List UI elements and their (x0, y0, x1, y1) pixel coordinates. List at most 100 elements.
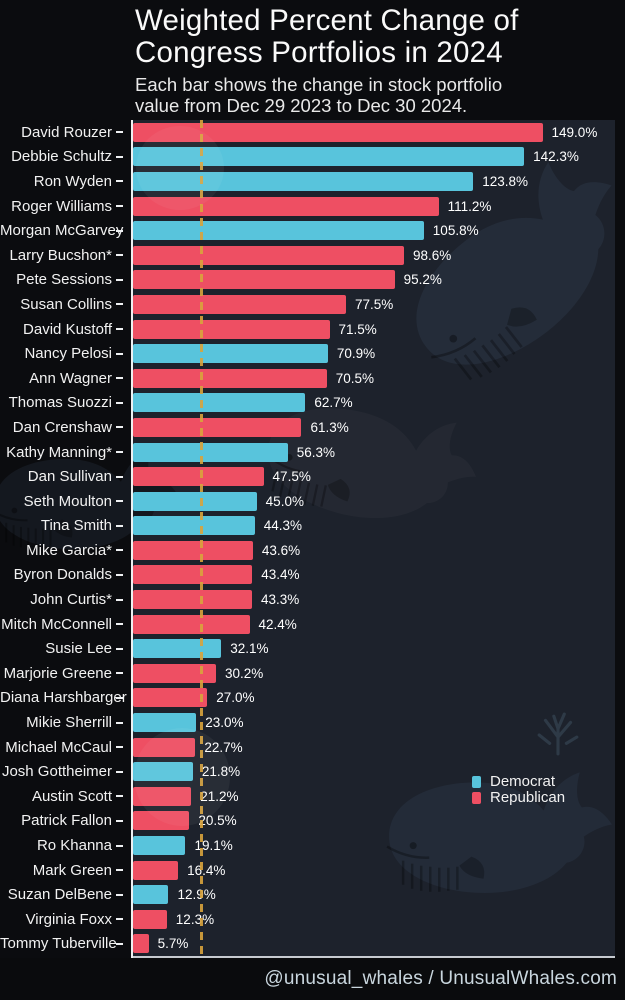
member-name-label: Josh Gottheimer (1, 763, 112, 781)
bar (133, 442, 288, 462)
bar-value-label: 70.5% (335, 370, 375, 386)
axis-tick (116, 475, 123, 478)
bar-row: Michael McCaul 22.7% (0, 735, 625, 760)
bar-value-label: 149.0% (551, 124, 598, 140)
bar-value-label: 19.1% (194, 838, 233, 854)
bar (133, 122, 543, 142)
bar-track: 71.5% (133, 317, 625, 342)
axis-tick (116, 795, 123, 798)
bar-track: 44.3% (133, 514, 625, 539)
member-name-label: Susan Collins (20, 295, 112, 313)
axis-tick (116, 918, 123, 921)
bar-track: 21.8% (133, 759, 625, 784)
member-name-label: Seth Moulton (23, 492, 112, 510)
bar-track: 5.7% (133, 932, 625, 957)
member-name-label: Roger Williams (11, 197, 112, 215)
bar-row: Larry Bucshon* 98.6% (0, 243, 625, 268)
bar (133, 737, 196, 757)
bar (133, 836, 186, 856)
member-name-label: Nancy Pelosi (24, 345, 112, 363)
bar-track: 47.5% (133, 464, 625, 489)
axis-tick (116, 942, 123, 945)
bar-track: 27.0% (133, 686, 625, 711)
axis-tick (116, 352, 123, 355)
bar-value-label: 71.5% (338, 321, 377, 337)
axis-tick (116, 770, 123, 773)
bar-value-label: 44.3% (263, 518, 303, 534)
page-title: Weighted Percent Change of Congress Port… (135, 5, 615, 69)
bar-track: 30.2% (133, 661, 625, 686)
bar-row: Tina Smith 44.3% (0, 514, 625, 539)
bar-value-label: 30.2% (225, 665, 264, 681)
axis-tick (116, 131, 123, 134)
axis-tick (116, 573, 123, 576)
bar (133, 860, 179, 880)
bar-row: Virginia Foxx 12.3% (0, 907, 625, 932)
bar (133, 491, 257, 511)
member-name-label: Virginia Foxx (25, 910, 112, 928)
legend-label: Democrat (490, 773, 556, 790)
bar-track: 70.9% (133, 341, 625, 366)
bar-track: 42.4% (133, 612, 625, 637)
bar-row: Seth Moulton 45.0% (0, 489, 625, 514)
bar-value-label: 21.2% (200, 788, 239, 804)
bar-row: John Curtis* 43.3% (0, 587, 625, 612)
bar-track: 12.3% (133, 907, 625, 932)
bar (133, 934, 149, 954)
bar (133, 221, 424, 241)
axis-tick (116, 672, 123, 675)
member-name-label: Tommy Tuberville (0, 935, 117, 953)
bar-value-label: 43.6% (261, 542, 301, 558)
bar-row: Pete Sessions 95.2% (0, 268, 625, 293)
page-title-line2: Congress Portfolios in 2024 (135, 35, 503, 69)
bar-track: 56.3% (133, 440, 625, 465)
bar-track: 98.6% (133, 243, 625, 268)
bar-value-label: 98.6% (413, 247, 452, 263)
bar-track: 43.4% (133, 563, 625, 588)
bar (133, 811, 190, 831)
member-name-label: Patrick Fallon (21, 812, 112, 830)
bar (133, 147, 525, 167)
legend-item-democrat: Democrat (472, 774, 565, 789)
axis-tick (116, 155, 123, 158)
bar-row: Susan Collins 77.5% (0, 292, 625, 317)
bar (133, 762, 193, 782)
axis-tick (116, 426, 123, 429)
bar (133, 909, 167, 929)
legend-item-republican: Republican (472, 790, 565, 805)
member-name-label: Kathy Manning* (6, 443, 112, 461)
member-name-label: Diana Harshbarger (0, 689, 127, 707)
bar-value-label: 62.7% (314, 395, 353, 411)
bar-value-label: 42.4% (258, 616, 297, 632)
bar-row: Austin Scott 21.2% (0, 784, 625, 809)
axis-tick (116, 721, 123, 724)
bar (133, 663, 216, 683)
bar-track: 19.1% (133, 833, 625, 858)
axis-tick (116, 696, 123, 699)
member-name-label: Tina Smith (40, 517, 112, 535)
bar-track: 111.2% (133, 194, 625, 219)
member-name-label: Austin Scott (31, 787, 112, 805)
axis-tick (116, 746, 123, 749)
bar-track: 45.0% (133, 489, 625, 514)
bar (133, 270, 395, 290)
bar-value-label: 20.5% (198, 813, 237, 829)
bar-rows: David Rouzer 149.0% Debbie Schultz 142.3% Ro… (0, 120, 625, 956)
axis-tick (116, 254, 123, 257)
member-name-label: Mitch McConnell (1, 615, 112, 633)
bar-row: Thomas Suozzi 62.7% (0, 391, 625, 416)
bar-row: Ro Khanna 19.1% (0, 833, 625, 858)
bar-value-label: 45.0% (265, 493, 304, 509)
bar-row: Patrick Fallon 20.5% (0, 809, 625, 834)
bar (133, 885, 169, 905)
bar-row: Debbie Schultz 142.3% (0, 145, 625, 170)
bar-value-label: 22.7% (204, 739, 243, 755)
bar (133, 319, 330, 339)
bar (133, 196, 439, 216)
member-name-label: David Kustoff (23, 320, 112, 338)
axis-tick (116, 377, 123, 380)
bar-row: Mikie Sherrill 23.0% (0, 710, 625, 735)
bar (133, 713, 197, 733)
bar-row: Kathy Manning* 56.3% (0, 440, 625, 465)
bar (133, 614, 250, 634)
